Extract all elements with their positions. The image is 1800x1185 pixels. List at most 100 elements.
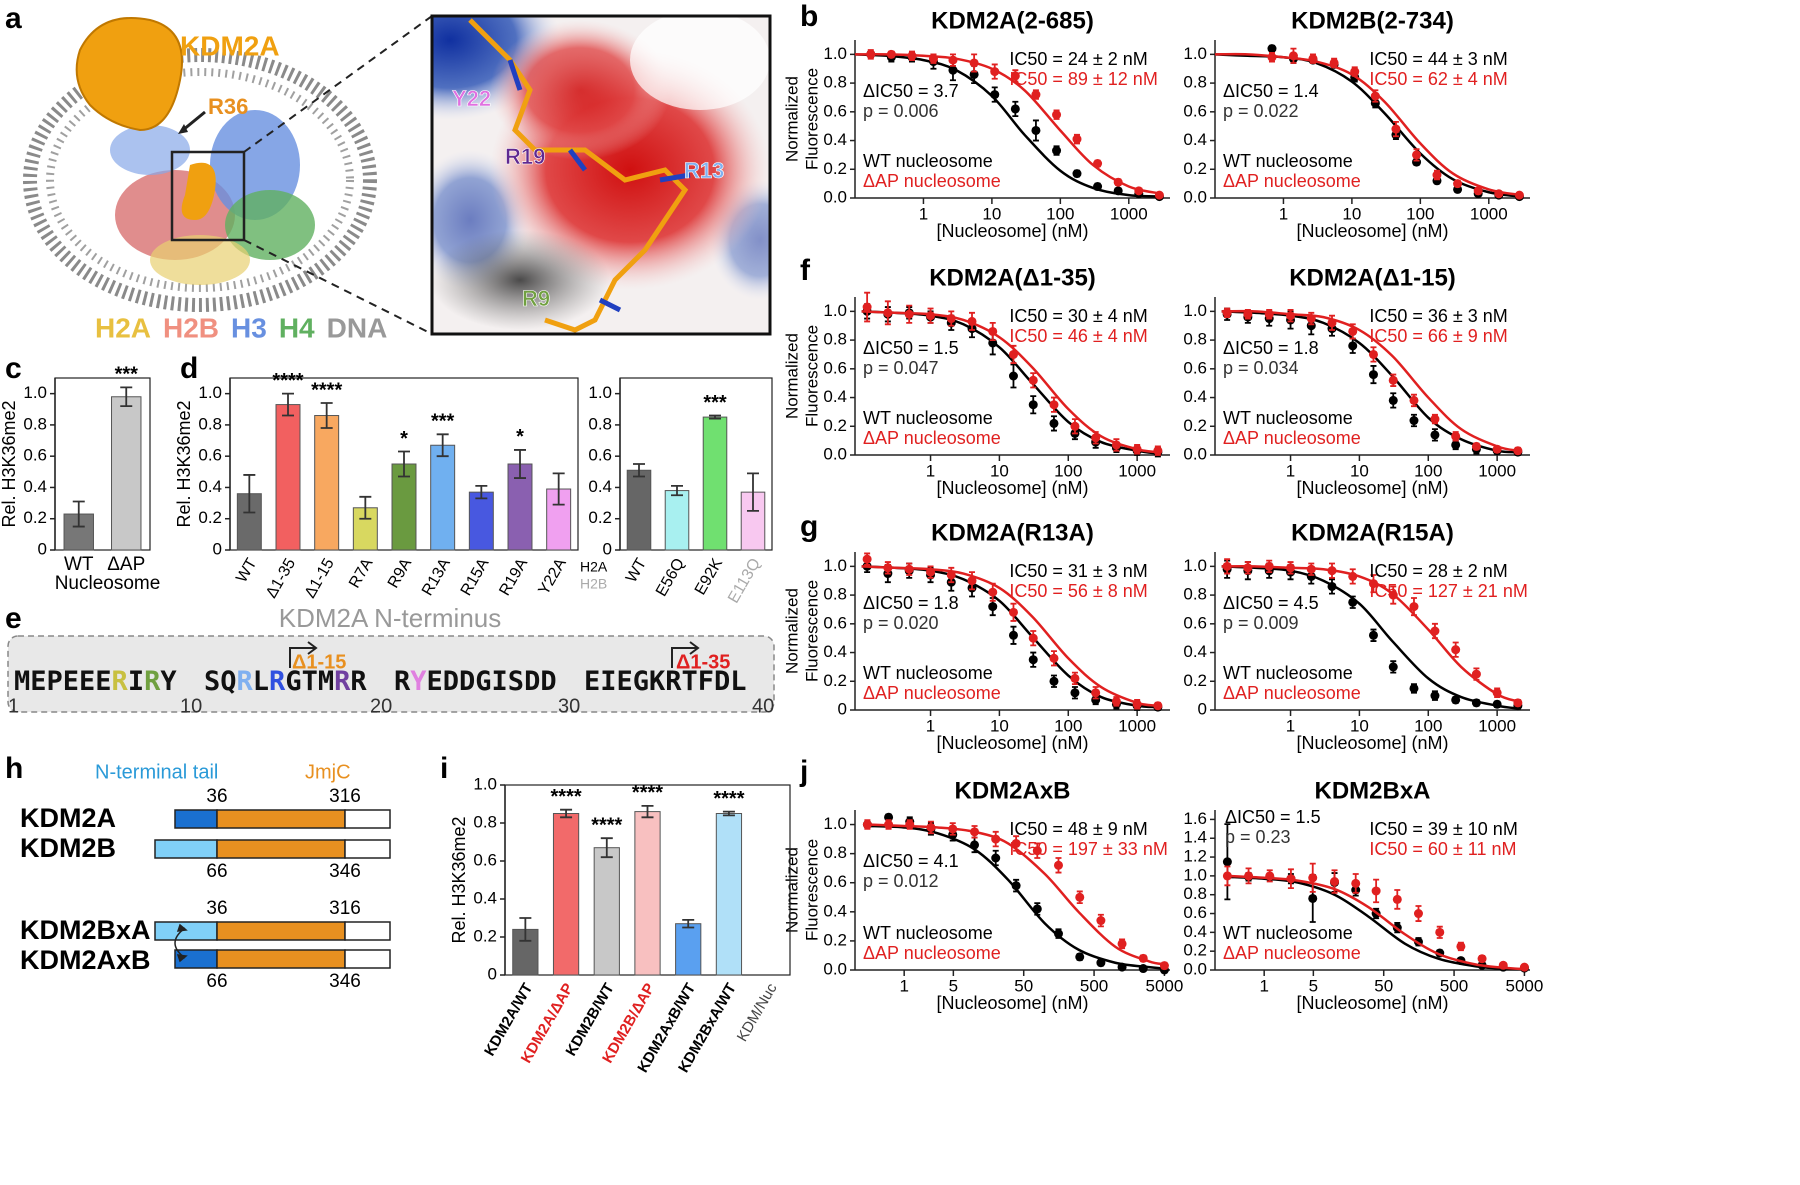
data-point — [969, 58, 979, 68]
data-point — [1432, 170, 1442, 180]
fit-line — [1214, 52, 1522, 197]
panel-label: a — [5, 2, 22, 35]
significance: **** — [632, 782, 663, 804]
x-tick-label: 5 — [1309, 976, 1318, 995]
bar — [275, 404, 301, 551]
bar — [634, 811, 661, 976]
x-axis-label: [Nucleosome] (nM) — [1296, 221, 1448, 241]
y-axis-label: Normalized — [782, 588, 801, 674]
data-point — [1049, 653, 1059, 663]
x-tick-label: E92K — [692, 555, 726, 598]
error-bar — [436, 433, 449, 458]
x-tick-label: 100 — [1046, 204, 1074, 223]
y-tick-label: 1.0 — [823, 44, 847, 63]
data-point — [1028, 400, 1038, 410]
data-point — [1388, 662, 1398, 672]
y-tick-label: 0.4 — [23, 477, 47, 496]
data-point — [1368, 630, 1378, 640]
domain-legend: N-terminal tail — [95, 761, 218, 783]
chart-title: KDM2BxA — [1314, 777, 1430, 804]
y-axis-label: Normalized — [782, 333, 801, 419]
row-label: H2B — [580, 576, 607, 592]
data-point — [988, 587, 998, 597]
data-point — [1368, 370, 1378, 380]
x-tick-label: R13A — [419, 555, 454, 598]
data-point — [1134, 186, 1144, 196]
x-tick-label: 1 — [1279, 204, 1288, 223]
x-tick-label: R15A — [458, 555, 493, 598]
residue: R — [269, 666, 286, 697]
data-point — [1031, 125, 1041, 135]
data-point — [1053, 929, 1063, 939]
annotation: ΔIC50 = 1.5 — [1225, 807, 1321, 827]
data-point — [1154, 190, 1164, 200]
x-tick-label: 1000 — [1118, 716, 1156, 735]
legend-entry: ΔAP nucleosome — [863, 171, 1001, 191]
data-point — [1053, 860, 1063, 870]
data-point — [1031, 90, 1041, 100]
legend-entry: ΔAP nucleosome — [863, 683, 1001, 703]
x-tick-label: R7A — [346, 555, 376, 591]
x-tick-label: E113Q — [725, 556, 764, 607]
data-point — [1117, 939, 1127, 949]
bar — [468, 491, 494, 551]
annotation: IC50 = 24 ± 2 nM — [1009, 49, 1147, 69]
annotation: IC50 = 197 ± 33 nM — [1009, 839, 1167, 859]
annotation: p = 0.022 — [1223, 101, 1299, 121]
x-tick-label: R9A — [385, 555, 415, 591]
y-tick-label: 0.8 — [23, 414, 47, 433]
protein-label: KDM2A — [180, 30, 280, 61]
data-point — [1430, 626, 1440, 636]
data-point — [862, 554, 872, 564]
y-tick-label: 0.6 — [1183, 101, 1207, 120]
data-point — [1308, 54, 1318, 64]
y-tick-label: 0 — [603, 539, 612, 558]
x-tick-label: 50 — [1014, 976, 1033, 995]
residue: R — [350, 666, 367, 697]
inset-frame — [430, 14, 772, 336]
data-point — [926, 567, 936, 577]
data-point — [1451, 440, 1461, 450]
y-axis-label: Fluorescence — [802, 580, 821, 682]
residue: EDDGISDD — [427, 666, 557, 697]
data-point — [1514, 190, 1524, 200]
y-tick-label: 0.4 — [823, 387, 847, 406]
y-tick-label: 0.6 — [473, 850, 497, 869]
error-bar — [243, 474, 256, 514]
residue-number: 316 — [329, 786, 361, 807]
annotation: p = 0.23 — [1225, 827, 1291, 847]
data-point — [1008, 607, 1018, 617]
data-point — [1370, 91, 1380, 101]
y-tick-label: 0.6 — [823, 613, 847, 632]
residue: R — [237, 666, 254, 697]
sequence-group: SQRLRGTMRR — [204, 666, 367, 697]
data-point — [991, 834, 1001, 844]
data-point — [1451, 695, 1461, 705]
y-tick-label: 0.2 — [473, 926, 497, 945]
residue-label: Y22 — [452, 86, 491, 111]
panel-label: d — [180, 352, 198, 385]
data-point — [1093, 182, 1103, 192]
bar — [593, 847, 620, 976]
panel-label: c — [5, 352, 22, 385]
x-tick-label: 50 — [1374, 976, 1393, 995]
y-tick-label: 0.2 — [1183, 671, 1207, 690]
sequence-group: EIEGKRTFDL — [584, 666, 747, 697]
data-point — [1091, 433, 1101, 443]
x-tick-label: 5000 — [1506, 976, 1544, 995]
data-point — [967, 576, 977, 586]
y-tick-label: 0.8 — [823, 843, 847, 862]
data-point — [948, 824, 958, 834]
residue: R — [334, 666, 351, 697]
y-tick-label: 1.0 — [473, 774, 497, 793]
data-point — [1075, 952, 1085, 962]
data-point — [1456, 941, 1466, 951]
data-point — [1519, 962, 1529, 972]
data-point — [1113, 177, 1123, 187]
residue: Y — [410, 666, 427, 697]
x-tick-label: 1000 — [1478, 716, 1516, 735]
x-tick-label: 5000 — [1146, 976, 1184, 995]
data-point — [1111, 696, 1121, 706]
x-tick-label: 1 — [1259, 976, 1268, 995]
y-tick-label: 0.6 — [1183, 903, 1207, 922]
